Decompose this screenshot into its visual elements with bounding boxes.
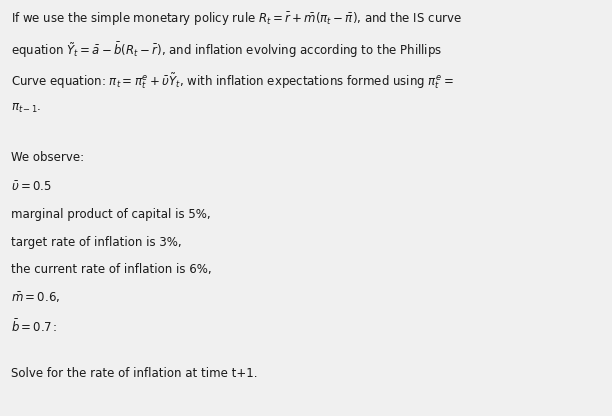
Text: Curve equation: $\pi_t = \pi_t^e + \bar{\upsilon}\tilde{Y}_t$, with inflation ex: Curve equation: $\pi_t = \pi_t^e + \bar{… — [11, 71, 454, 91]
Text: equation $\tilde{Y}_t = \bar{a} - \bar{b}(R_t - \bar{r})$, and inflation evolvin: equation $\tilde{Y}_t = \bar{a} - \bar{b… — [11, 41, 442, 60]
Text: We observe:: We observe: — [11, 151, 84, 163]
Text: $\bar{\upsilon} = 0.5$: $\bar{\upsilon} = 0.5$ — [11, 181, 52, 194]
Text: $\bar{m} = 0.6,$: $\bar{m} = 0.6,$ — [11, 291, 60, 305]
Text: Solve for the rate of inflation at time t+1.: Solve for the rate of inflation at time … — [11, 367, 258, 380]
Text: $\pi_{t-1}$.: $\pi_{t-1}$. — [11, 102, 42, 114]
Text: the current rate of inflation is 6%,: the current rate of inflation is 6%, — [11, 263, 212, 276]
Text: marginal product of capital is 5%,: marginal product of capital is 5%, — [11, 208, 211, 221]
Text: $\bar{b} = 0.7:$: $\bar{b} = 0.7:$ — [11, 318, 58, 334]
Text: If we use the simple monetary policy rule $R_t = \bar{r} + \bar{m}(\pi_t - \bar{: If we use the simple monetary policy rul… — [11, 10, 462, 28]
Text: target rate of inflation is 3%,: target rate of inflation is 3%, — [11, 236, 182, 249]
